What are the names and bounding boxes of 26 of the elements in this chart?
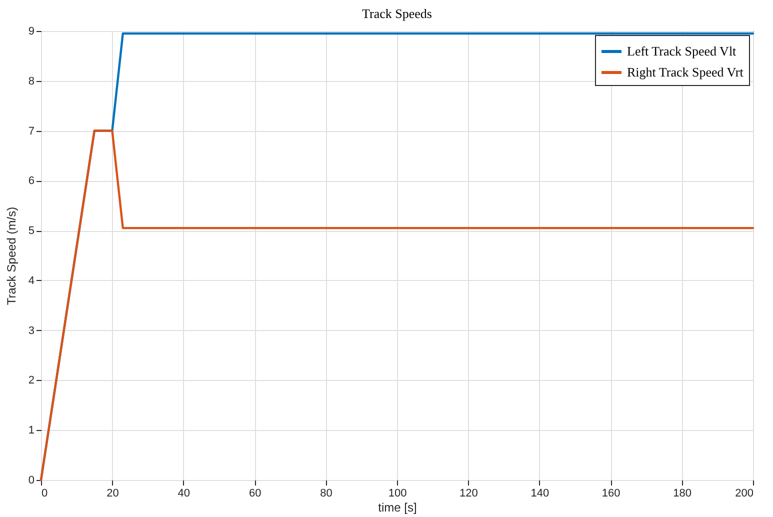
x-tick-label: 100 (388, 488, 407, 500)
x-tick-label: 140 (530, 488, 550, 500)
x-tick-label: 40 (178, 488, 190, 500)
x-tick-label: 80 (320, 488, 332, 500)
x-tick-label: 120 (460, 488, 478, 500)
y-tick-label: 2 (28, 374, 34, 387)
x-tick-label: 180 (673, 488, 692, 500)
x-tick-label: 20 (106, 488, 119, 500)
y-tick-label: 9 (28, 26, 34, 38)
chart-title: Track Speeds (362, 6, 432, 21)
y-axis-title: Track Speed (m/s) (4, 206, 18, 306)
y-tick-label: 3 (28, 324, 34, 337)
y-tick-label: 4 (28, 274, 34, 287)
y-tick-label: 5 (28, 225, 34, 238)
y-tick-label: 8 (28, 75, 34, 88)
x-tick-label: 0 (42, 488, 48, 500)
x-tick-label: 200 (735, 488, 754, 500)
y-tick-label: 0 (28, 474, 34, 486)
x-tick-label: 160 (602, 488, 620, 500)
x-tick-label: 60 (248, 488, 262, 500)
x-axis-title: time [s] (378, 500, 417, 514)
y-tick-label: 1 (28, 424, 34, 437)
y-tick-label: 7 (28, 125, 34, 138)
legend-label: Left Track Speed Vlt (627, 44, 737, 58)
legend-label: Right Track Speed Vrt (627, 64, 744, 80)
y-tick-label: 6 (28, 175, 34, 188)
